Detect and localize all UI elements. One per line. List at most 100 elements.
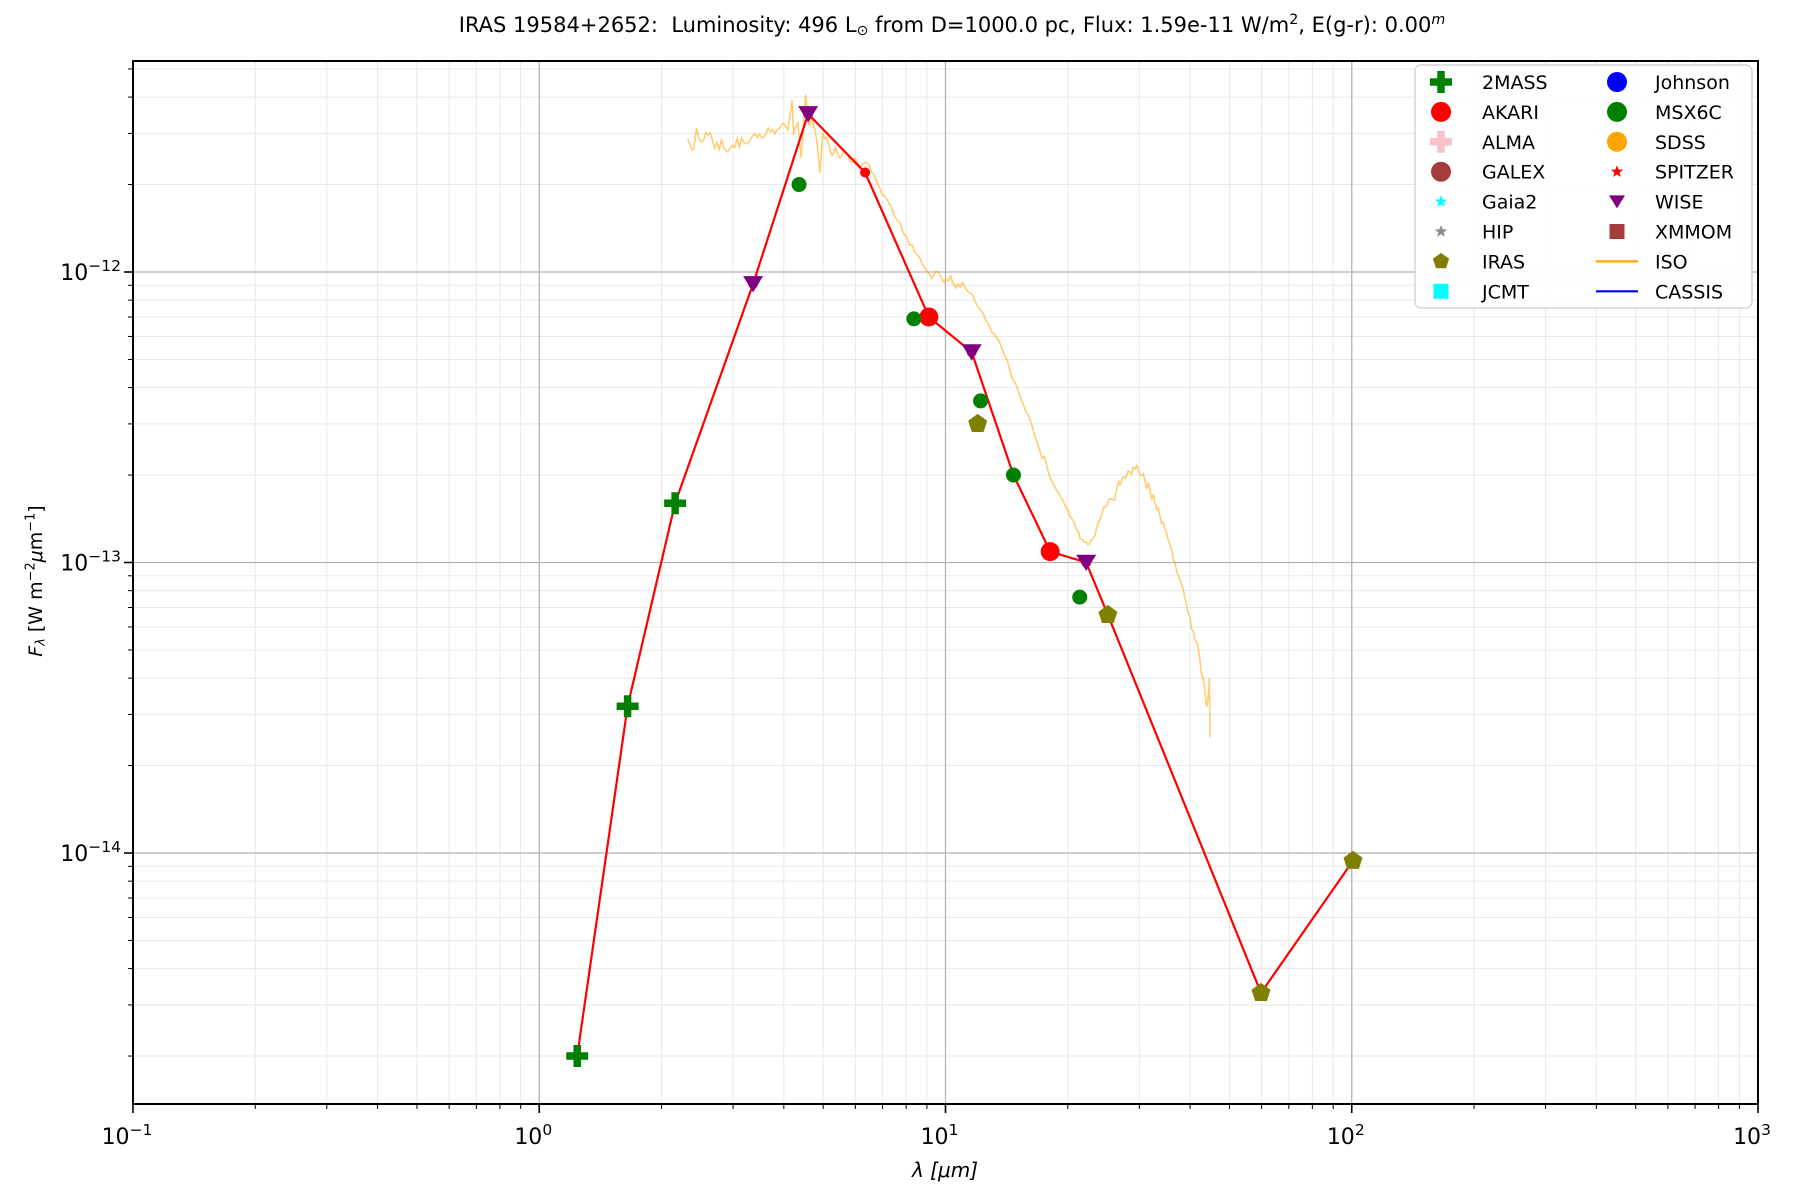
series-ISO (686, 94, 1211, 738)
iso-spectrum-line (686, 94, 1211, 738)
legend-label: CASSIS (1655, 281, 1723, 303)
legend-label: XMMOM (1655, 222, 1732, 244)
text-part: 2 (1289, 12, 1299, 28)
legend-item-CASSIS: CASSIS (1596, 281, 1723, 303)
legend-label: ISO (1655, 251, 1688, 273)
legend-item-AKARI: AKARI (1431, 101, 1539, 124)
legend-item-2MASS: 2MASS (1430, 71, 1548, 94)
text-part: −1 (23, 512, 39, 532)
legend-item-WISE: WISE (1609, 192, 1703, 214)
series-WISE (743, 106, 1097, 571)
legend-label: 2MASS (1482, 72, 1548, 94)
legend-label: Gaia2 (1482, 192, 1537, 214)
legend-label: ALMA (1482, 132, 1535, 154)
HIP-legend-icon (1434, 225, 1448, 237)
x-tick-label: 101 (921, 1121, 959, 1150)
data-point-2MASS (566, 1045, 589, 1068)
data-point-IRAS (1251, 982, 1271, 1001)
legend-box (1414, 64, 1753, 309)
data-point-2MASS (664, 492, 687, 515)
legend-label: SDSS (1655, 132, 1706, 154)
legend-label: JCMT (1481, 281, 1529, 303)
WISE-legend-icon (1609, 195, 1625, 209)
Gaia2-legend-icon (1434, 195, 1448, 207)
data-point-MSX6C (791, 177, 807, 193)
legend-label: MSX6C (1655, 102, 1722, 124)
Johnson-legend-icon (1607, 72, 1627, 92)
text-part: −2 (23, 562, 39, 582)
legend-label: WISE (1655, 192, 1703, 214)
series-2MASS (566, 492, 687, 1068)
legend-label: HIP (1482, 222, 1513, 244)
ALMA-legend-icon (1430, 130, 1452, 153)
data-point-WISE (798, 106, 819, 123)
data-point-MSX6C (906, 311, 922, 327)
data-point-2MASS (616, 695, 639, 718)
text-part: ⊙ (856, 22, 869, 39)
text-part: μ (24, 550, 47, 563)
SPITZER-legend-icon (1610, 165, 1624, 177)
legend-item-ISO: ISO (1596, 251, 1688, 273)
legend-label: IRAS (1482, 251, 1525, 273)
data-point-MSX6C (1072, 589, 1088, 605)
data-point-AKARI (1040, 542, 1060, 562)
legend-label: GALEX (1482, 162, 1545, 184)
legend-item-SPITZER: SPITZER (1610, 162, 1734, 184)
legend-item-Johnson: Johnson (1607, 72, 1730, 94)
axis-ticks (124, 68, 1759, 1113)
SDSS-legend-icon (1607, 131, 1627, 152)
series-MSX6C (791, 177, 1088, 605)
legend-item-Gaia2: Gaia2 (1434, 192, 1537, 214)
series-IRAS (968, 413, 1363, 1001)
text-part: [W m (24, 581, 47, 639)
legend-item-IRAS: IRAS (1432, 251, 1525, 273)
y-tick-label: 10−12 (60, 257, 121, 286)
legend: 2MASS AKARI ALMA GALEX Gaia2 HIP IRAS JCMT Johns… (1414, 64, 1753, 309)
legend-label: AKARI (1482, 102, 1539, 124)
text-part: λ (33, 638, 49, 646)
text-part: ] (24, 505, 47, 513)
XMMOM-legend-icon (1609, 224, 1625, 239)
2MASS-legend-icon (1430, 71, 1452, 93)
legend-item-MSX6C: MSX6C (1607, 101, 1722, 124)
y-tick-label: 10−13 (60, 548, 121, 577)
y-axis-label: Fλ [W m−2μm−1] (23, 505, 48, 656)
data-point-IRAS (1098, 604, 1118, 624)
data-point-AKARI (919, 307, 939, 327)
text-part: , E(g-r): 0.00 (1298, 13, 1432, 37)
x-tick-label: 102 (1327, 1121, 1365, 1150)
chart-title: IRAS 19584+2652: Luminosity: 496 L⊙ from… (459, 12, 1446, 39)
minor-grid (133, 61, 1758, 1104)
legend-item-JCMT: JCMT (1433, 281, 1529, 303)
AKARI-legend-icon (1431, 101, 1451, 122)
x-tick-label: 103 (1733, 1121, 1771, 1150)
data-point-MSX6C (973, 393, 989, 409)
legend-item-SDSS: SDSS (1607, 131, 1706, 154)
GALEX-legend-icon (1431, 161, 1451, 182)
legend-label: Johnson (1654, 72, 1730, 94)
data-point-WISE (1076, 554, 1097, 571)
sed-vertex-dot (860, 167, 871, 178)
text-part: F (24, 645, 47, 657)
x-axis-label: λ [μm] (912, 1158, 978, 1182)
legend-item-XMMOM: XMMOM (1609, 222, 1732, 244)
legend-item-ALMA: ALMA (1430, 130, 1535, 154)
text-part: m (24, 531, 47, 551)
legend-item-GALEX: GALEX (1431, 161, 1545, 184)
data-point-IRAS (1343, 850, 1363, 869)
legend-item-HIP: HIP (1434, 222, 1513, 244)
data-point-IRAS (968, 413, 988, 432)
JCMT-legend-icon (1433, 283, 1449, 299)
text-part: m (1431, 12, 1446, 28)
y-tick-label: 10−14 (60, 838, 121, 867)
sed-polyline (576, 111, 1354, 1057)
series-AKARI (919, 307, 1060, 562)
IRAS-legend-icon (1432, 252, 1450, 269)
data-point-MSX6C (1005, 467, 1021, 483)
text-part: from D=1000.0 pc, Flux: 1.59e-11 W/m (868, 13, 1290, 37)
MSX6C-legend-icon (1607, 101, 1627, 122)
data-point-WISE (743, 276, 764, 293)
text-part: IRAS 19584+2652: Luminosity: 496 L (458, 13, 857, 37)
